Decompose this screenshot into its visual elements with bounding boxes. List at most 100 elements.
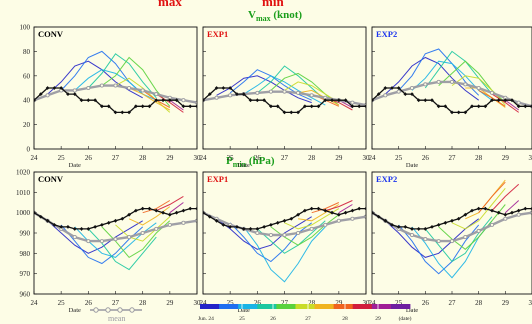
mean-point <box>86 239 91 244</box>
ensemble-member-line <box>505 99 519 111</box>
x-tick-label: 30 <box>363 154 371 162</box>
x-tick-label: 27 <box>449 154 457 162</box>
mean-point <box>476 228 481 234</box>
x-axis-label: Date <box>238 162 250 169</box>
ensemble-member-line <box>284 81 340 104</box>
mean-point <box>140 88 145 93</box>
observation-point <box>463 110 468 115</box>
observation-point <box>376 92 381 96</box>
observation-point <box>350 208 355 213</box>
mean-point <box>72 235 77 240</box>
ensemble-member-line <box>438 204 506 250</box>
mean-point <box>154 226 159 231</box>
observation-point <box>296 110 300 115</box>
ensemble-member-line <box>311 202 340 214</box>
vmax-title-unit: (knot) <box>271 9 303 21</box>
x-tick-label: 25 <box>395 299 403 307</box>
observation-point <box>450 218 454 223</box>
mean-point <box>503 216 508 221</box>
x-tick-label: 29 <box>166 154 174 162</box>
observation-point <box>372 98 374 103</box>
observation-point <box>45 218 50 223</box>
observation-point <box>140 104 145 109</box>
ensemble-member-line <box>47 60 143 99</box>
mean-point <box>99 83 104 88</box>
mean-point <box>268 232 273 238</box>
panel-series <box>203 65 366 115</box>
observation-point <box>302 208 307 213</box>
observation-point <box>248 227 253 231</box>
ensemble-member-line <box>478 89 506 107</box>
ensemble-member-line <box>115 77 171 113</box>
observation-point <box>127 110 131 115</box>
mean-point <box>336 218 341 223</box>
observation-point <box>228 225 233 229</box>
mean-point <box>255 90 260 95</box>
mean-point <box>489 90 495 95</box>
observation-point <box>93 98 98 103</box>
observation-point <box>390 222 394 227</box>
observation-point <box>357 206 362 211</box>
x-axis-label: Date <box>238 307 250 314</box>
observation-point <box>203 98 205 103</box>
mean-point <box>296 90 301 95</box>
observation-point <box>364 206 366 211</box>
ensemble-member-line <box>465 87 506 108</box>
mean-point <box>45 93 50 98</box>
x-tick-label: 30 <box>529 154 532 162</box>
observation-point <box>496 210 501 215</box>
observation-point <box>383 218 388 223</box>
mean-legend-label: mean <box>108 314 125 323</box>
panel-series <box>34 50 197 115</box>
mean-point <box>113 83 118 88</box>
panel-pmin-conv: 960 970 980 990 1000 1010 1020 24 25 26 27 28 29 30 Da… <box>16 169 201 315</box>
x-tick-label: 25 <box>395 154 403 162</box>
pmin-title: Pmin (hPa) <box>226 155 275 169</box>
x-tick-label: 25 <box>58 154 66 162</box>
ensemble-member-line <box>491 93 519 113</box>
y-tick-label: 60 <box>23 72 31 80</box>
y-tick-label: 100 <box>20 24 31 32</box>
mean-point <box>409 232 415 238</box>
observation-point <box>133 104 138 109</box>
observation-point <box>59 86 64 90</box>
observation-point <box>133 208 138 213</box>
observation-point <box>490 208 494 213</box>
colorbar-tick-label: 25 <box>239 316 245 322</box>
panel-label: EXP1 <box>207 174 228 184</box>
observation-point <box>195 206 197 211</box>
mean-point <box>409 85 415 91</box>
mean-point <box>72 88 77 93</box>
vmax-title-main: V <box>248 9 256 21</box>
x-tick-label: 24 <box>200 299 208 307</box>
colorbar-tick-label: 29 <box>375 316 381 322</box>
colorbar-segment <box>390 304 411 309</box>
x-axis-label: Date <box>69 162 81 169</box>
x-tick-label: 28 <box>308 154 316 162</box>
panel-vmax-exp2: 24 25 26 27 28 29 30 Date EXP2 <box>369 26 532 169</box>
ensemble-member-line <box>156 93 184 113</box>
observation-point <box>470 208 474 213</box>
y-tick-label: 0 <box>27 146 31 154</box>
ensemble-member-line <box>47 220 143 254</box>
observation-point <box>330 210 334 215</box>
y-tick-label: 980 <box>20 250 31 258</box>
observation-point <box>410 227 414 231</box>
observation-point <box>282 110 287 115</box>
x-tick-label: 26 <box>85 154 93 162</box>
x-tick-label: 27 <box>112 154 120 162</box>
header-fragment-right: min <box>262 0 284 9</box>
observation-point <box>147 206 152 211</box>
pmin-title-main: P <box>226 155 233 167</box>
panel-pmin-exp1: 24 25 26 27 28 29 30 Date EXP1 <box>200 171 370 314</box>
mean-point <box>423 82 428 87</box>
x-tick-label: 25 <box>227 154 235 162</box>
colorbar-segment <box>276 304 296 309</box>
colorbar-segment <box>371 304 392 309</box>
panel-label: EXP2 <box>376 174 397 184</box>
x-tick-label: 24 <box>369 154 377 162</box>
colorbar-tick-label: (date) <box>399 315 412 322</box>
observation-point <box>443 220 448 225</box>
observation-point <box>364 104 366 109</box>
observation-point <box>203 210 205 215</box>
